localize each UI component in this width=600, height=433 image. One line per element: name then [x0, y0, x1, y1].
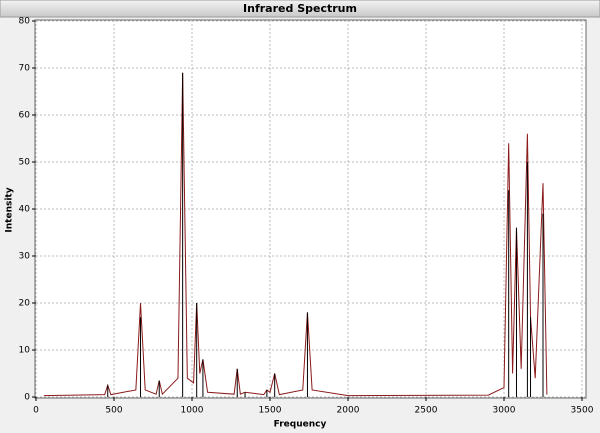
x-tick-label: 1500	[259, 406, 282, 416]
chart-title: Infrared Spectrum	[243, 2, 357, 15]
y-tick-label: 10	[19, 346, 31, 356]
y-tick-label: 30	[19, 252, 31, 262]
x-tick-label: 500	[105, 406, 122, 416]
y-axis-label: Intensity	[5, 187, 15, 232]
x-axis-label: Frequency	[274, 420, 327, 430]
y-tick-label: 20	[19, 299, 31, 309]
x-tick-label: 2500	[415, 406, 438, 416]
y-tick-label: 40	[19, 205, 31, 215]
plot-area	[34, 19, 587, 399]
x-tick-label: 2000	[337, 406, 360, 416]
y-tick-label: 80	[19, 17, 31, 27]
y-tick-label: 50	[19, 158, 31, 168]
x-tick-label: 3500	[571, 406, 594, 416]
y-tick-label: 70	[19, 64, 31, 74]
spectrum-line	[43, 72, 548, 397]
x-tick-label: 3000	[493, 406, 516, 416]
x-tick-label: 1000	[181, 406, 204, 416]
y-tick-label: 0	[24, 393, 30, 403]
title-bar	[0, 0, 600, 18]
x-tick-label: 0	[33, 406, 39, 416]
y-tick-label: 60	[19, 111, 31, 121]
